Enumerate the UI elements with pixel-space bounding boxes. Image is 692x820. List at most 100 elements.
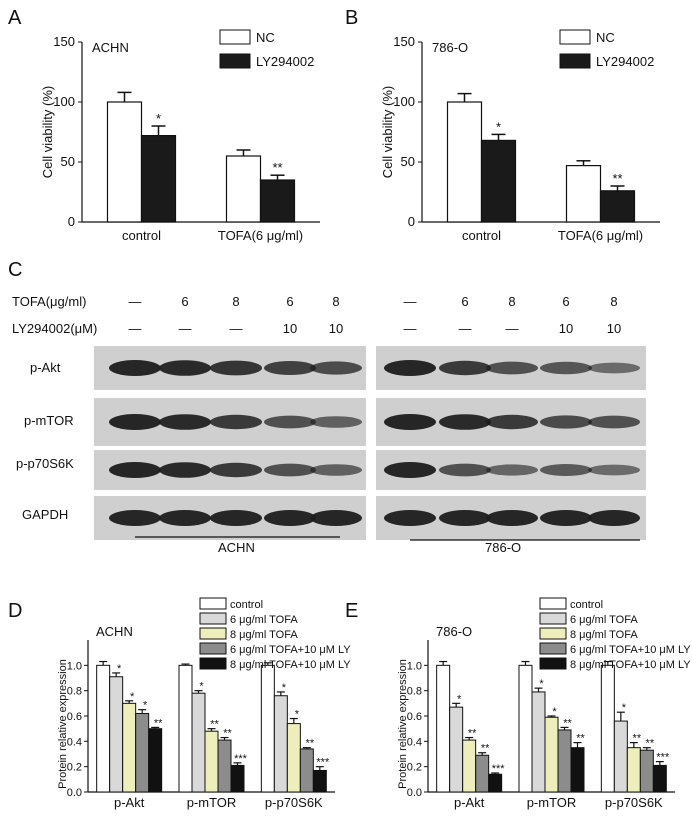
significance-marker: * [199, 681, 204, 693]
legend-swatch [539, 657, 567, 670]
blot-band [210, 462, 262, 478]
y-axis-label: Protein relative expression [57, 659, 69, 789]
blot-band [159, 462, 211, 478]
bar [626, 747, 641, 793]
x-category-label: p-p70S6K [265, 795, 323, 810]
bar [135, 712, 150, 793]
western-blot-panel: TOFA(μg/ml) LY294002(μM) p-Akt p-mTOR p-… [12, 294, 646, 555]
cell-line-label: 786-O [436, 624, 472, 639]
significance-marker: ** [223, 728, 232, 740]
y-axis-label: Cell viability (%) [40, 86, 55, 178]
tofa-dose-label: 6 [461, 294, 468, 309]
bar [600, 664, 615, 793]
ly-dose-label: 10 [283, 321, 297, 336]
legend-label: 6 μg/ml TOFA+10 μM LY [570, 644, 691, 656]
x-category-label: control [122, 228, 161, 243]
blot-band [486, 414, 538, 430]
y-tick-label: 50 [61, 154, 75, 169]
bar [557, 729, 572, 793]
y-tick-label: 1.0 [407, 660, 422, 672]
significance-marker: ** [306, 738, 315, 750]
bar [436, 664, 451, 793]
y-tick-label: 100 [393, 94, 415, 109]
legend-swatch [539, 612, 567, 625]
bar [599, 190, 636, 223]
blot-band [210, 510, 262, 526]
bar [652, 764, 667, 793]
significance-marker: *** [234, 753, 248, 765]
blot-band [109, 462, 161, 478]
ly-dose-label: 10 [559, 321, 573, 336]
y-tick-label: 0.6 [67, 711, 82, 723]
blot-band [264, 361, 316, 375]
blot-band [384, 510, 436, 526]
ly-dose-label: — [230, 321, 243, 336]
blot-band [540, 464, 592, 476]
panel-label-e: E [345, 600, 358, 622]
y-tick-label: 0.2 [407, 762, 422, 774]
cell-line-label: ACHN [92, 40, 129, 55]
tofa-dose-label: — [404, 294, 417, 309]
ly-dose-label: — [179, 321, 192, 336]
blot-group-label-achn: ACHN [218, 540, 255, 555]
legend-swatch [539, 597, 567, 610]
tofa-dose-label: 8 [610, 294, 617, 309]
blot-band [210, 360, 262, 376]
blot-band [439, 414, 491, 430]
significance-marker: ** [272, 160, 282, 175]
bar [475, 754, 490, 793]
blot-band [486, 510, 538, 526]
legend-label: LY294002 [256, 54, 314, 69]
y-tick-label: 0.4 [407, 736, 422, 748]
blot-band [540, 361, 592, 375]
significance-marker: * [496, 119, 501, 134]
y-tick-label: 0.4 [67, 736, 82, 748]
tofa-dose-label: 8 [508, 294, 515, 309]
bar [312, 769, 327, 793]
legend-swatch [539, 642, 567, 655]
significance-marker: * [156, 111, 161, 126]
panel-label-d: D [8, 600, 22, 622]
legend-label: NC [596, 30, 615, 45]
legend-swatch [199, 597, 227, 610]
legend-label: 6 μg/ml TOFA+10 μM LY [230, 644, 351, 656]
blot-band [486, 361, 538, 375]
y-tick-label: 0 [408, 214, 415, 229]
tofa-dose-label: 6 [181, 294, 188, 309]
blot-band [109, 414, 161, 430]
tofa-dose-label: 6 [562, 294, 569, 309]
y-tick-label: 0.8 [67, 686, 82, 698]
bar [230, 764, 245, 793]
blot-band [264, 415, 316, 429]
significance-marker: ** [468, 728, 477, 740]
significance-marker: *** [492, 763, 506, 775]
significance-marker: *** [316, 757, 330, 769]
blot-band [310, 510, 362, 526]
legend-label: 6 μg/ml TOFA [230, 614, 298, 626]
x-category-label: p-mTOR [527, 795, 577, 810]
protein-label-p-akt: p-Akt [30, 360, 61, 375]
tofa-dose-label: — [129, 294, 142, 309]
ly-dose-label: — [129, 321, 142, 336]
ly-dose-label: 10 [607, 321, 621, 336]
blot-band [310, 361, 362, 375]
blot-band [588, 415, 640, 429]
y-axis-label: Cell viability (%) [380, 86, 395, 178]
bar [259, 179, 296, 223]
ly-dose-label: — [404, 321, 417, 336]
bar [299, 748, 314, 793]
bar [109, 676, 124, 793]
panel-label-c: C [8, 259, 22, 281]
bar [178, 664, 193, 793]
significance-marker: * [295, 709, 300, 721]
y-tick-label: 150 [53, 34, 75, 49]
blot-band [310, 464, 362, 476]
legend-swatch [559, 53, 591, 69]
blot-band [439, 360, 491, 376]
blot-group-label-786o: 786-O [485, 540, 521, 555]
legend-swatch [539, 627, 567, 640]
blot-band [109, 360, 161, 376]
significance-marker: * [552, 706, 557, 718]
y-tick-label: 100 [53, 94, 75, 109]
